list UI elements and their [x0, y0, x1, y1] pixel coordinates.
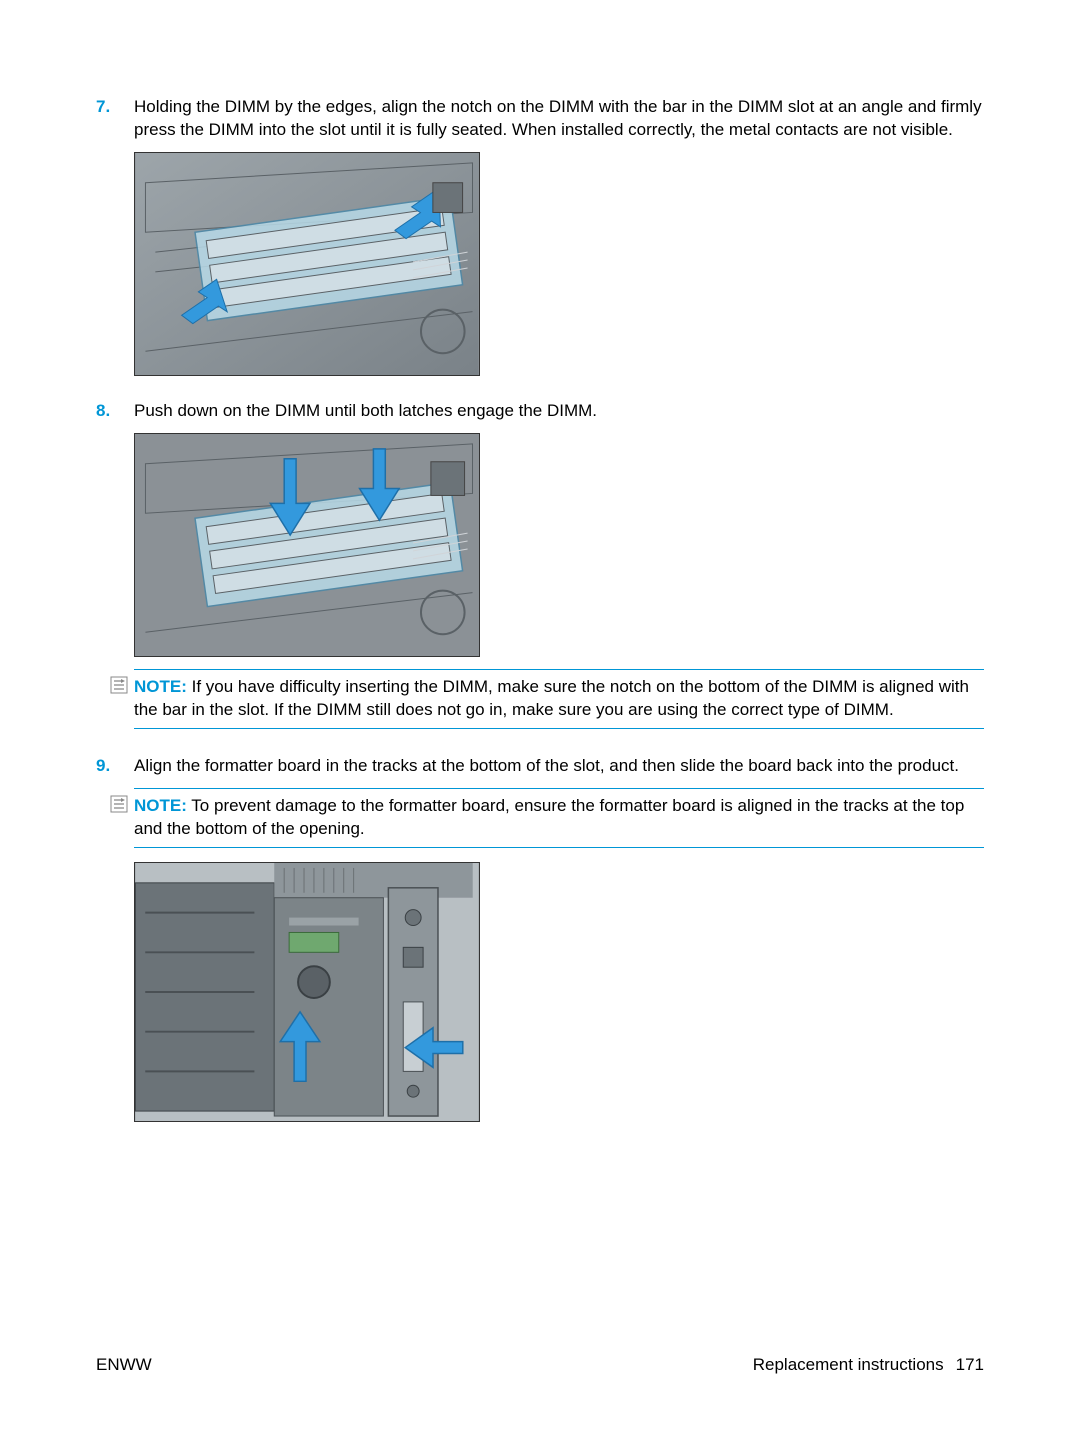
note-formatter-damage: NOTE: To prevent damage to the formatter…: [134, 788, 984, 848]
step-content-9: Align the formatter board in the tracks …: [134, 755, 984, 1134]
step-8: 8. Push down on the DIMM until both latc…: [96, 400, 984, 743]
figure-formatter-board: [134, 862, 480, 1122]
figure-dimm-pushdown: [134, 433, 480, 657]
footer-section: Replacement instructions: [753, 1355, 944, 1374]
step-9: 9. Align the formatter board in the trac…: [96, 755, 984, 1134]
note-label-2: NOTE:: [134, 796, 187, 815]
step-content-8: Push down on the DIMM until both latches…: [134, 400, 984, 743]
footer-page-number: 171: [956, 1355, 984, 1374]
step-text-9: Align the formatter board in the tracks …: [134, 755, 984, 778]
footer-left: ENWW: [96, 1354, 152, 1377]
note-dimm-difficulty: NOTE: If you have difficulty inserting t…: [134, 669, 984, 729]
step-text-7: Holding the DIMM by the edges, align the…: [134, 96, 984, 142]
step-number-7: 7.: [96, 96, 134, 388]
footer-right: Replacement instructions 171: [753, 1354, 984, 1377]
page-footer: ENWW Replacement instructions 171: [96, 1354, 984, 1377]
figure-dimm-align: [134, 152, 480, 376]
note-text-2: To prevent damage to the formatter board…: [134, 796, 964, 838]
step-7: 7. Holding the DIMM by the edges, align …: [96, 96, 984, 388]
note-icon: [110, 795, 128, 813]
note-icon: [110, 676, 128, 694]
step-text-8: Push down on the DIMM until both latches…: [134, 400, 984, 423]
note-label-1: NOTE:: [134, 677, 187, 696]
note-text-1: If you have difficulty inserting the DIM…: [134, 677, 969, 719]
step-content-7: Holding the DIMM by the edges, align the…: [134, 96, 984, 388]
